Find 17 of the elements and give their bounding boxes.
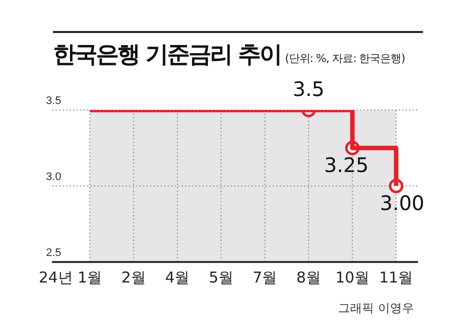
- x-tick-label: 7월: [252, 268, 278, 286]
- chart-title: 한국은행 기준금리 추이: [53, 42, 282, 68]
- data-label: 3.5: [292, 77, 325, 102]
- x-tick-label: 8월: [296, 268, 321, 286]
- y-tick-label: 3.5: [46, 95, 62, 108]
- x-tick-label: 4월: [165, 268, 190, 286]
- x-tick-label: 5월: [208, 268, 234, 286]
- y-tick-label: 3.0: [46, 171, 62, 184]
- x-tick-label: 11월: [379, 268, 414, 286]
- x-tick-label: 24년 1월: [38, 268, 102, 286]
- x-tick-label: 2월: [121, 268, 146, 286]
- chart-subtitle: (단위: %, 자료: 한국은행): [285, 52, 405, 65]
- data-label: 3.25: [324, 153, 369, 178]
- data-label: 3.00: [380, 191, 424, 216]
- x-tick-label: 10월: [335, 268, 370, 286]
- text: 그래픽 이영우: [338, 300, 414, 317]
- y-tick-label: 2.5: [46, 247, 62, 260]
